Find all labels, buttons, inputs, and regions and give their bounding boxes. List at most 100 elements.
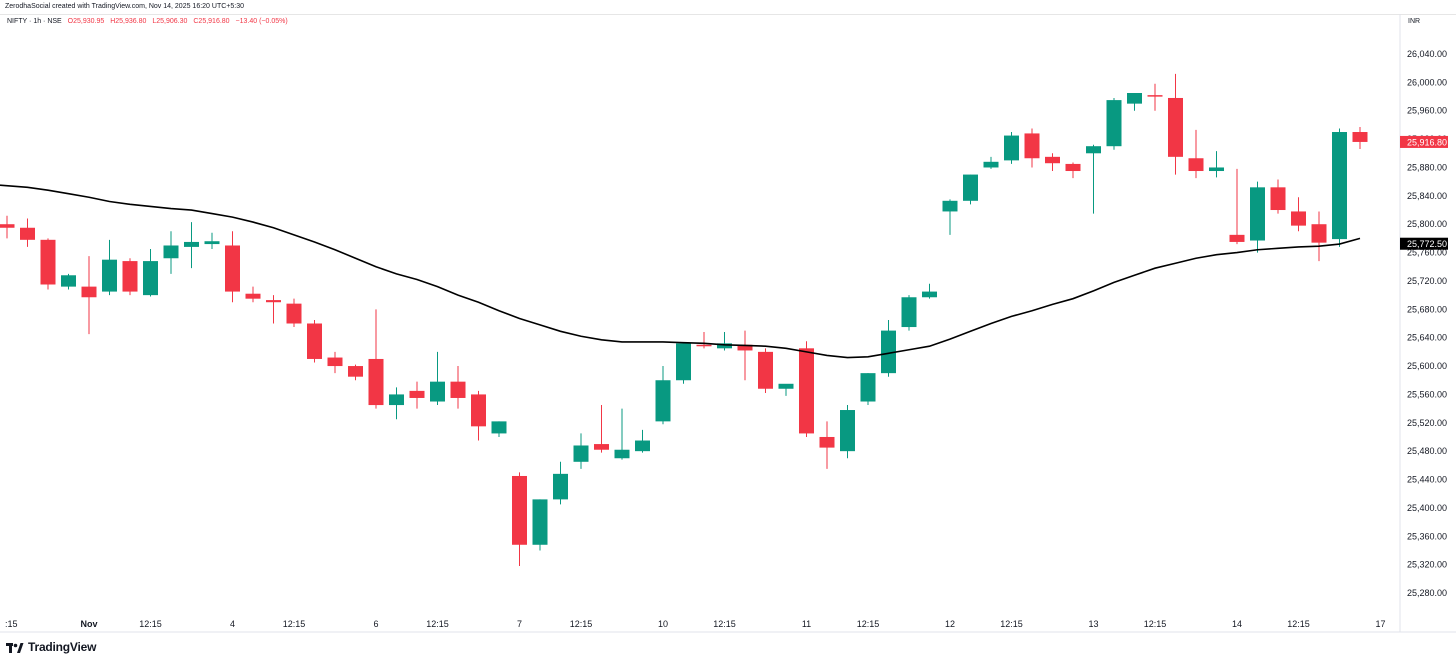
price-tick-label: 25,760.00 [1407, 248, 1447, 258]
candle [819, 421, 835, 469]
candle-body [307, 323, 322, 359]
candle [122, 258, 138, 296]
candle-body [778, 383, 794, 389]
candle [512, 472, 527, 567]
time-tick-label: 12:15 [1000, 619, 1023, 629]
last-price-badge-text: 25,916.80 [1407, 137, 1447, 147]
candle-body [163, 245, 179, 259]
symbol-name[interactable]: NIFTY · 1h · NSE [7, 18, 62, 25]
low-value: L25,906.30 [152, 18, 188, 25]
candle-body [901, 297, 917, 328]
candle [1024, 128, 1040, 168]
candle [307, 319, 322, 363]
candle [1311, 211, 1327, 262]
candle [81, 256, 97, 335]
time-tick-label: 6 [373, 619, 378, 629]
currency-label[interactable]: INR [1408, 18, 1421, 25]
candle-body [860, 373, 876, 402]
candle-body [430, 381, 445, 402]
candle [225, 231, 240, 303]
candle [1147, 83, 1163, 111]
price-tick-label: 25,400.00 [1407, 503, 1447, 513]
price-tick-label: 25,440.00 [1407, 475, 1447, 485]
attribution-text: ZerodhaSocial created with TradingView.c… [5, 3, 244, 10]
candle [983, 156, 999, 169]
candle [922, 283, 937, 299]
time-tick-label: 12:15 [1287, 619, 1310, 629]
price-labels: 25,916.80 25,772.50 [1400, 135, 1448, 250]
time-tick-label: 7 [517, 619, 522, 629]
candle [881, 319, 896, 377]
time-tick-label: 12:15 [857, 619, 880, 629]
tradingview-branding[interactable]: TradingView [6, 640, 96, 654]
candle [1086, 144, 1101, 214]
time-axis: :15 Nov 12:15 4 12:15 6 12:15 7 12:15 10 12:15 11 12… [5, 619, 1386, 629]
symbol-legend: NIFTY · 1h · NSE O25,930.95 H25,936.80 L… [7, 18, 292, 25]
candle-body [143, 261, 158, 296]
price-tick-label: 25,800.00 [1407, 219, 1447, 229]
candle [573, 433, 589, 469]
time-tick-label: :15 [5, 619, 18, 629]
candle-body [81, 286, 97, 298]
price-tick-label: 25,840.00 [1407, 191, 1447, 201]
time-tick-label: 13 [1088, 619, 1098, 629]
candle-body [799, 348, 814, 434]
candle [655, 366, 671, 425]
candle-body [1127, 93, 1142, 104]
candle [163, 231, 179, 274]
price-tick-label: 25,520.00 [1407, 418, 1447, 428]
candle [1352, 127, 1368, 150]
candle [40, 238, 56, 290]
time-tick-label: 17 [1375, 619, 1385, 629]
candle [0, 215, 15, 239]
candle [1209, 151, 1224, 178]
candle-body [594, 444, 609, 450]
candle-body [1004, 135, 1019, 161]
candle [1168, 73, 1183, 175]
candle-body [491, 421, 507, 434]
candle-body [1250, 187, 1265, 241]
time-tick-label: 12:15 [570, 619, 593, 629]
candle-body [840, 410, 855, 452]
candle-body [758, 351, 773, 389]
candle-body [1147, 95, 1163, 97]
candle-body [1086, 146, 1101, 154]
candle-body [881, 330, 896, 374]
candle [389, 387, 404, 420]
last-price-badge-bg [1400, 135, 1448, 148]
candle-body [532, 499, 548, 545]
candle [1004, 132, 1019, 164]
change-value: −13.40 (−0.05%) [235, 18, 288, 25]
moving-average-layer [0, 184, 1361, 359]
price-axis: 25,280.00 25,320.00 25,360.00 25,400.00 25,4… [0, 14, 1456, 633]
candle-body [1352, 132, 1368, 142]
candle [1188, 129, 1204, 179]
candle [245, 286, 261, 303]
candle [409, 381, 425, 409]
candle-body [1270, 187, 1286, 211]
candle-body [676, 343, 691, 381]
time-tick-label: 12:15 [713, 619, 736, 629]
candle-body [1188, 158, 1204, 172]
moving-average-badge-bg [1400, 237, 1448, 250]
candle [184, 222, 199, 269]
candle-body [1311, 224, 1327, 243]
candle-body [266, 300, 281, 303]
moving-average-badge: 25,772.50 [1400, 237, 1448, 250]
price-tick-label: 25,720.00 [1407, 276, 1447, 286]
candle [204, 232, 220, 250]
candle [696, 332, 712, 349]
candle [102, 239, 117, 296]
candle-body [1024, 133, 1040, 159]
candle-body [368, 358, 384, 406]
candle-body [450, 381, 466, 398]
candle [1229, 168, 1245, 245]
candle-body [1229, 234, 1245, 242]
candle [491, 421, 507, 437]
high-value: H25,936.80 [110, 18, 147, 25]
attribution-bar: ZerodhaSocial created with TradingView.c… [0, 0, 1456, 15]
candle-body [204, 241, 220, 245]
time-tick-label: 4 [230, 619, 235, 629]
candle-body [20, 227, 35, 240]
